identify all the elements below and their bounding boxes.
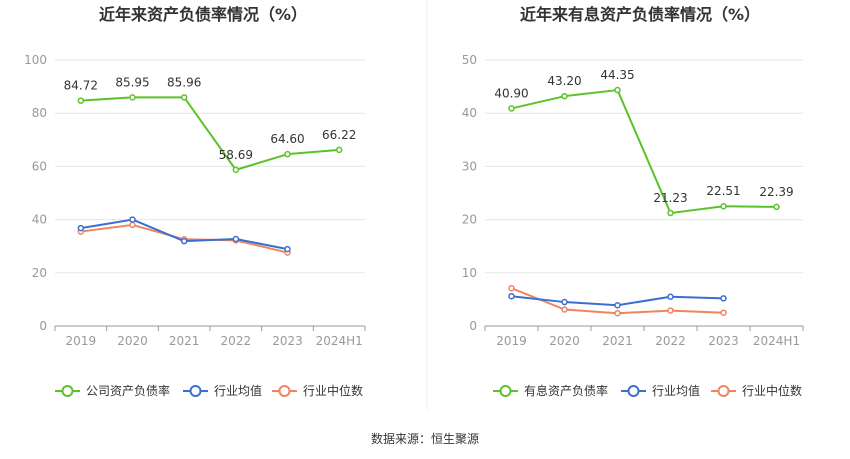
data-label: 58.69 [219, 148, 253, 162]
y-tick-label: 20 [32, 266, 47, 280]
data-point-industry-avg [720, 295, 727, 302]
data-point-company [129, 94, 136, 101]
legend-item-industry-avg[interactable]: 行业均值 [621, 383, 700, 398]
debt-ratio-chart: 近年来资产负债率情况（%） 0 20 40 60 80 100 2019 2020 2021 202… [24, 5, 366, 398]
interest-bearing-debt-ratio-chart: 近年来有息资产负债率情况（%） 0 10 20 30 40 50 2019 2020 2021 20… [462, 5, 804, 398]
data-point-industry-avg [180, 237, 188, 245]
x-tick-label: 2020 [549, 334, 580, 348]
data-point-industry-avg [284, 245, 291, 253]
legend-label: 行业均值 [214, 383, 262, 398]
x-tick-label: 2020 [117, 334, 148, 348]
y-tick-label: 40 [32, 213, 47, 227]
series-line-company [511, 89, 777, 215]
data-label: 84.72 [64, 79, 98, 93]
legend-marker [717, 385, 730, 397]
data-label: 64.60 [270, 132, 304, 146]
y-tick-label: 50 [462, 53, 477, 67]
data-point-company [720, 202, 727, 210]
y-tick-label: 20 [462, 213, 477, 227]
legend-label: 行业均值 [652, 383, 700, 398]
data-point-company [667, 209, 674, 217]
legend-marker [189, 385, 202, 397]
data-label: 22.39 [759, 185, 793, 199]
data-point-industry-median [614, 309, 621, 317]
chart-title: 近年来有息资产负债率情况（%） [520, 5, 760, 24]
y-tick-label: 30 [462, 159, 477, 173]
data-source-label: 数据来源：恒生聚源 [371, 431, 479, 446]
legend-label: 行业中位数 [303, 383, 363, 398]
data-point-industry-avg [561, 298, 568, 306]
legend-marker [627, 385, 640, 397]
legend-item-company[interactable]: 公司资产负债率 [55, 383, 170, 398]
data-label: 85.95 [115, 75, 149, 89]
legend-marker [499, 385, 512, 397]
data-point-industry-median [508, 284, 515, 292]
legend-label: 行业中位数 [742, 383, 802, 398]
series-line-company [80, 96, 340, 171]
data-point-company [614, 86, 621, 94]
legend-item-industry-avg[interactable]: 行业均值 [183, 383, 262, 398]
x-tick-label: 2022 [655, 334, 686, 348]
data-label: 44.35 [600, 68, 634, 82]
y-tick-label: 0 [469, 319, 477, 333]
data-point-industry-avg [77, 224, 85, 232]
data-point-company [335, 146, 343, 154]
data-point-company [508, 105, 515, 112]
legend-item-industry-median[interactable]: 行业中位数 [272, 383, 363, 398]
x-tick-label: 2019 [496, 334, 527, 348]
x-tick-label: 2021 [169, 334, 200, 348]
data-point-company [284, 150, 291, 158]
y-tick-label: 10 [462, 266, 477, 280]
legend-item-company[interactable]: 有息资产负债率 [493, 383, 608, 398]
y-tick-label: 80 [32, 106, 47, 120]
data-point-company [180, 94, 188, 101]
data-label: 85.96 [167, 75, 201, 89]
x-tick-label: 2024H1 [753, 334, 800, 348]
x-tick-label: 2023 [708, 334, 739, 348]
data-point-company [77, 97, 85, 104]
y-tick-label: 100 [24, 53, 47, 67]
x-tick-label: 2019 [66, 334, 97, 348]
data-label: 40.90 [494, 86, 528, 100]
data-point-industry-median [129, 221, 136, 229]
data-point-industry-avg [508, 292, 515, 300]
chart-title: 近年来资产负债率情况（%） [99, 5, 307, 24]
x-tick-label: 2021 [602, 334, 633, 348]
legend-label: 公司资产负债率 [86, 383, 170, 398]
y-tick-label: 40 [462, 106, 477, 120]
data-point-industry-median [561, 306, 568, 313]
legend-marker [61, 385, 74, 397]
legend-item-industry-median[interactable]: 行业中位数 [711, 383, 802, 398]
x-tick-label: 2024H1 [316, 334, 363, 348]
legend-label: 有息资产负债率 [524, 383, 608, 398]
data-point-company [232, 166, 240, 174]
data-point-industry-median [667, 307, 674, 314]
data-point-company [561, 92, 568, 100]
y-tick-label: 60 [32, 159, 47, 173]
data-point-industry-avg [232, 235, 240, 243]
x-tick-label: 2022 [221, 334, 252, 348]
data-point-company [773, 203, 780, 211]
y-tick-label: 0 [39, 319, 47, 333]
data-point-industry-avg [614, 302, 621, 309]
data-label: 43.20 [547, 74, 581, 88]
data-label: 66.22 [322, 128, 356, 142]
data-label: 21.23 [653, 191, 687, 205]
x-tick-label: 2023 [272, 334, 303, 348]
data-point-industry-median [720, 309, 727, 316]
data-point-industry-avg [667, 293, 674, 300]
series-line-industry-median [511, 287, 724, 315]
data-label: 22.51 [706, 184, 740, 198]
data-point-industry-avg [129, 216, 136, 223]
legend-marker [278, 385, 291, 397]
